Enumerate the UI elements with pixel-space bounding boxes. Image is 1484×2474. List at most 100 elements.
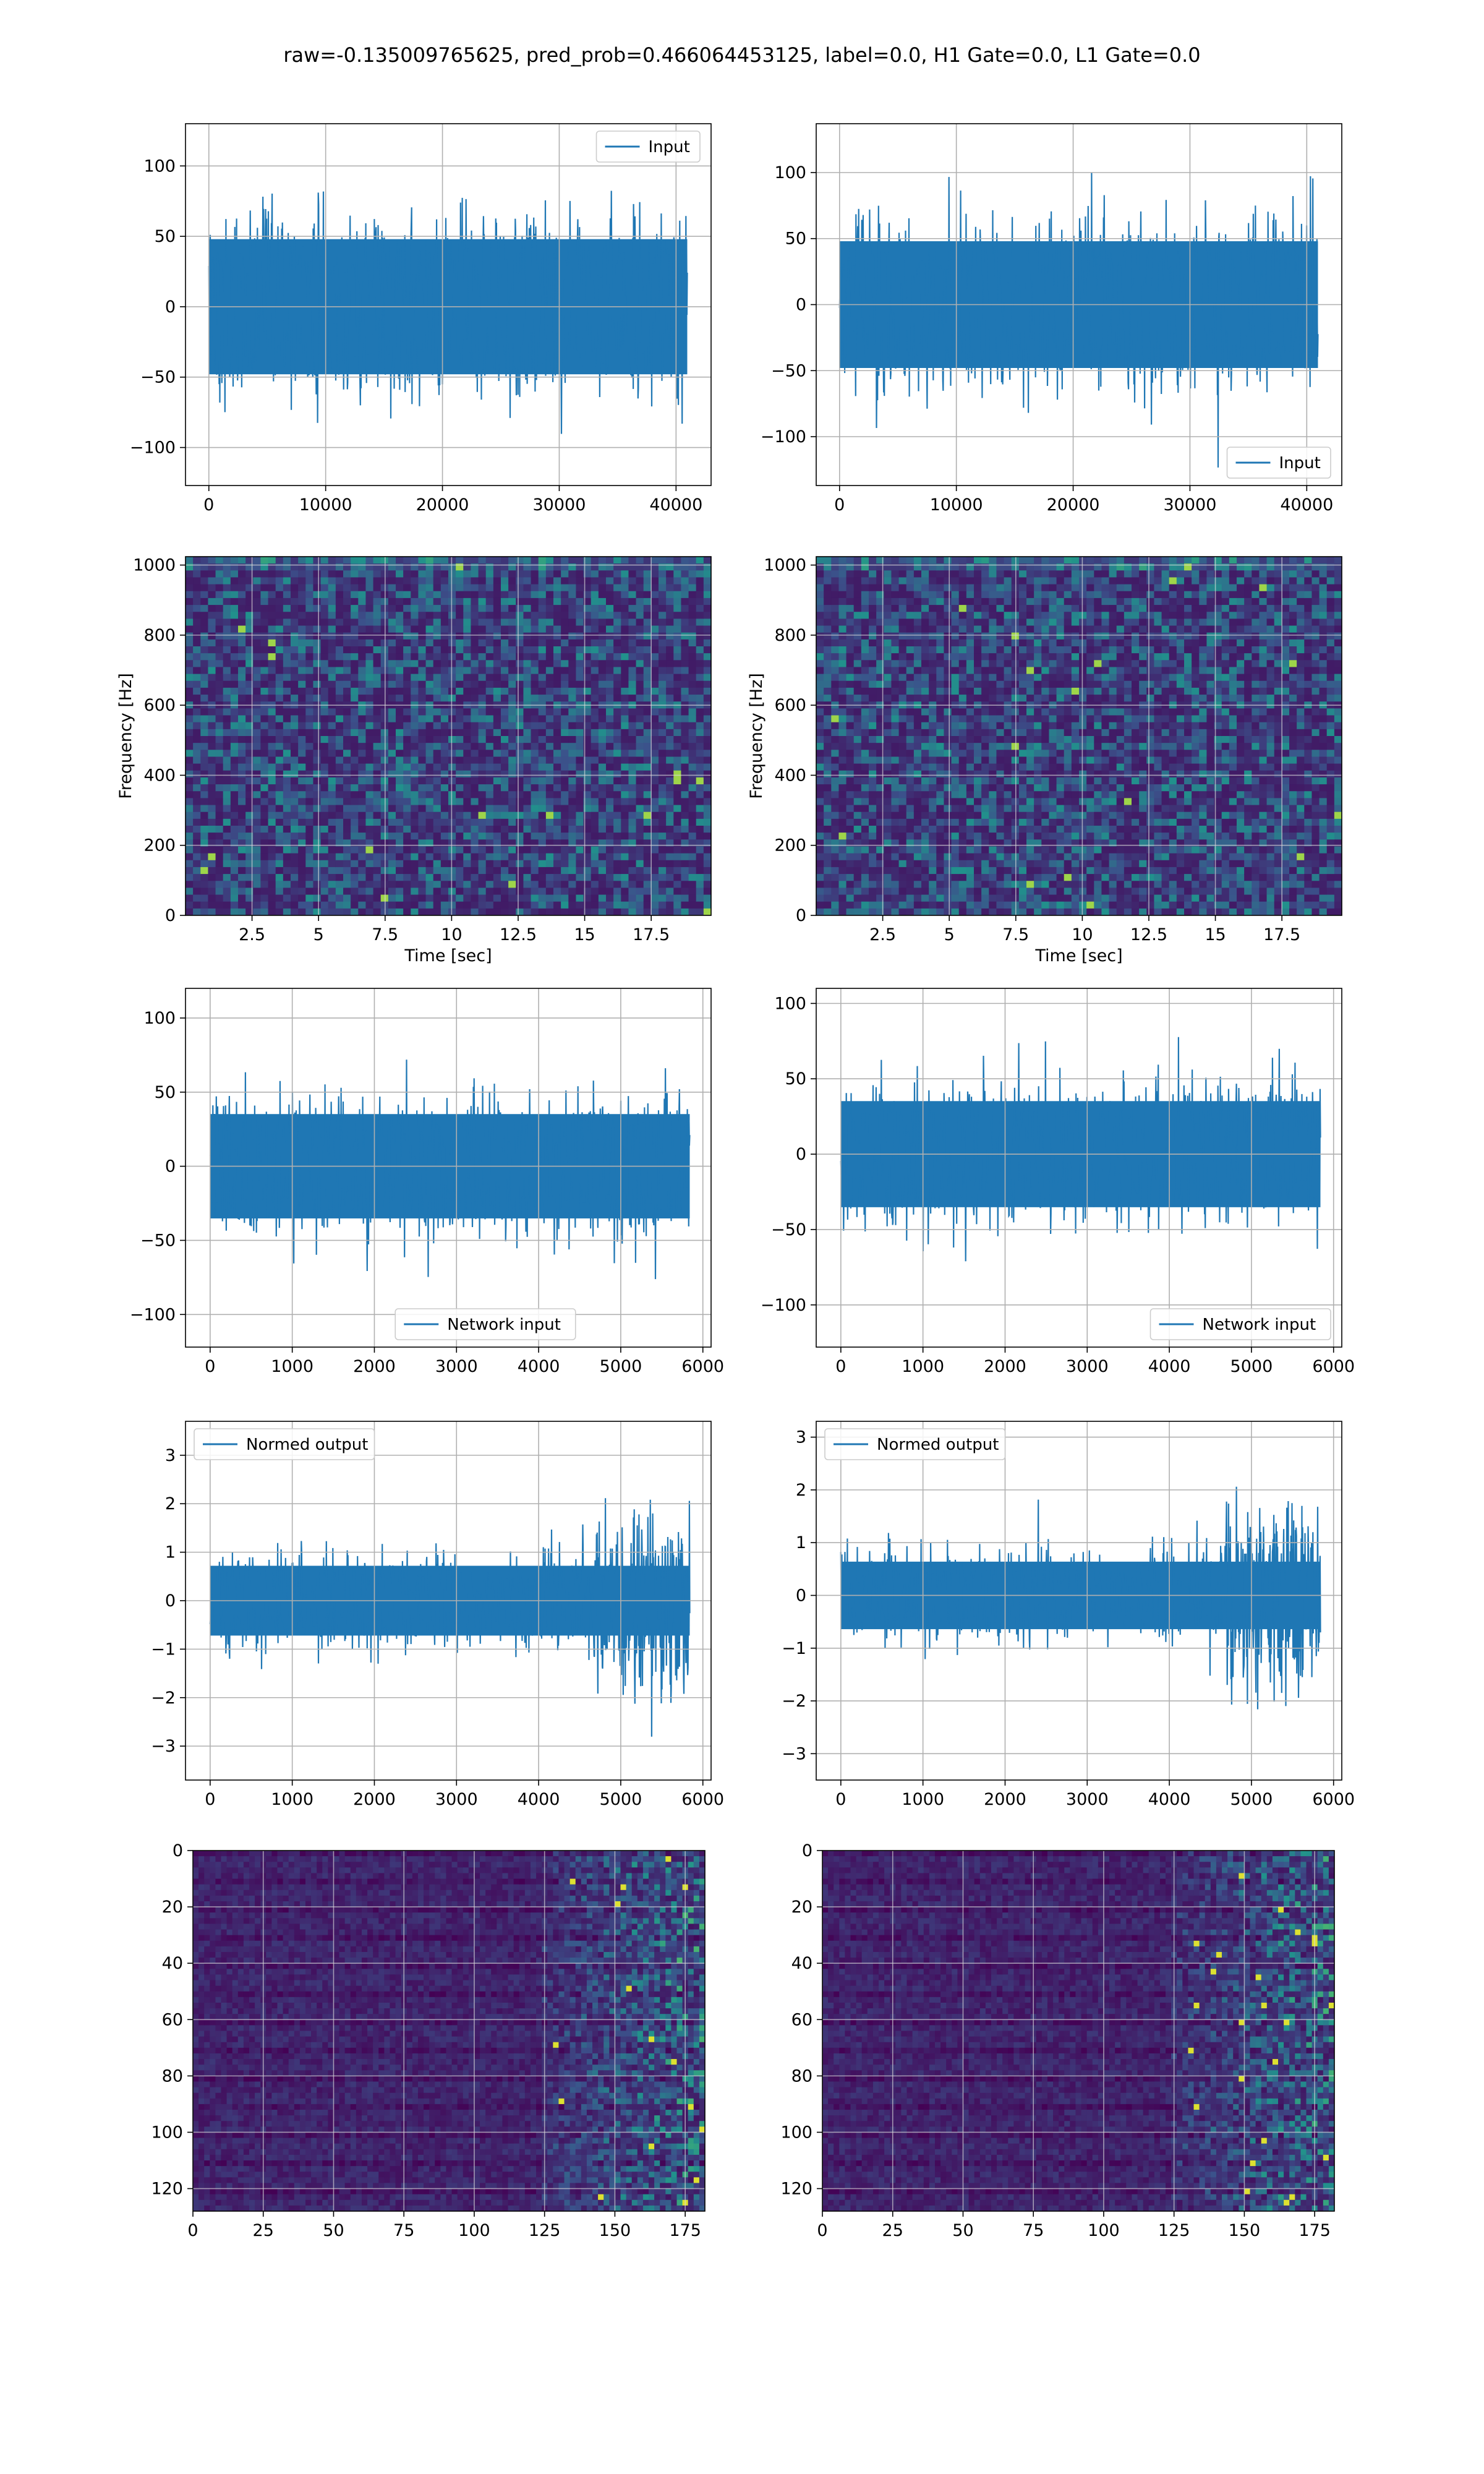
heatmap-cell xyxy=(681,818,689,826)
heatmap-cell xyxy=(418,756,427,764)
heatmap-cell xyxy=(343,557,351,564)
heatmap-cell xyxy=(538,577,547,585)
heatmap-cell xyxy=(681,557,689,564)
heatmap-cell xyxy=(365,667,374,675)
heatmap-cell xyxy=(583,874,592,881)
heatmap-cell xyxy=(373,777,382,785)
heatmap-cell xyxy=(478,722,487,730)
heatmap-cell xyxy=(846,618,855,627)
heatmap-cell xyxy=(561,777,569,785)
heatmap-cell xyxy=(208,826,216,833)
heatmap-cell xyxy=(343,570,351,578)
heatmap-cell xyxy=(921,826,929,833)
heatmap-cell xyxy=(876,646,884,654)
heatmap-cell xyxy=(576,680,584,688)
heatmap-cell xyxy=(891,597,900,606)
heatmap-cell xyxy=(396,570,404,578)
heatmap-cell xyxy=(838,632,847,640)
heatmap-cell xyxy=(831,584,840,592)
heatmap-cell xyxy=(283,653,291,661)
heatmap-cell xyxy=(275,653,284,661)
heatmap-cell xyxy=(576,695,584,702)
heatmap-cell xyxy=(501,743,509,750)
heatmap-cell xyxy=(613,632,621,640)
heatmap-cell xyxy=(891,632,900,640)
heatmap-cell xyxy=(440,557,449,564)
heatmap-cell xyxy=(208,736,216,743)
heatmap-cell xyxy=(831,784,840,792)
heatmap-cell xyxy=(200,826,209,833)
heatmap-cell xyxy=(561,563,569,571)
heatmap-cell xyxy=(403,750,411,758)
heatmap-cell xyxy=(365,846,374,854)
heatmap-cell xyxy=(268,867,276,875)
heatmap-cell xyxy=(869,860,877,868)
heatmap-cell xyxy=(951,674,960,682)
heatmap-cell xyxy=(485,881,494,888)
heatmap-cell xyxy=(478,660,487,668)
heatmap-cell xyxy=(200,743,209,750)
heatmap-cell xyxy=(230,874,239,881)
heatmap-cell xyxy=(373,908,382,915)
heatmap-cell xyxy=(598,839,607,847)
heatmap-cell xyxy=(838,605,847,612)
heatmap-cell xyxy=(328,874,336,881)
heatmap-cell xyxy=(981,646,989,654)
heatmap-cell xyxy=(485,687,494,695)
heatmap-cell xyxy=(958,894,967,902)
heatmap-cell xyxy=(598,680,607,688)
heatmap-cell xyxy=(621,597,629,606)
heatmap-cell xyxy=(583,798,592,806)
heatmap-cell xyxy=(936,833,945,840)
heatmap-cell xyxy=(508,577,516,585)
heatmap-cell xyxy=(583,770,592,778)
heatmap-cell xyxy=(659,660,667,668)
heatmap-cell xyxy=(328,805,336,813)
heatmap-cell xyxy=(313,639,322,647)
heatmap-cell xyxy=(433,687,441,695)
heatmap-cell xyxy=(343,584,351,592)
x-tick-label: 30000 xyxy=(532,495,586,515)
heatmap-cell xyxy=(320,791,329,798)
heatmap-cell xyxy=(876,888,884,896)
heatmap-cell xyxy=(245,860,254,868)
heatmap-cell xyxy=(501,881,509,888)
heatmap-cell xyxy=(260,632,269,640)
heatmap-cell xyxy=(966,639,974,647)
heatmap-cell xyxy=(576,632,584,640)
heatmap-cell xyxy=(576,860,584,868)
heatmap-cell xyxy=(275,756,284,764)
heatmap-cell xyxy=(328,646,336,654)
heatmap-cell xyxy=(351,784,359,792)
heatmap-cell xyxy=(523,908,532,915)
heatmap-cell xyxy=(283,818,291,826)
heatmap-cell xyxy=(343,639,351,647)
heatmap-cell xyxy=(650,846,659,854)
heatmap-cell xyxy=(343,597,351,606)
heatmap-cell xyxy=(223,750,231,758)
heatmap-cell xyxy=(478,729,487,737)
heatmap-cell xyxy=(643,874,652,881)
heatmap-cell xyxy=(553,557,561,564)
heatmap-cell xyxy=(501,860,509,868)
heatmap-cell xyxy=(313,577,322,585)
heatmap-cell xyxy=(328,811,336,820)
heatmap-cell xyxy=(696,736,704,743)
heatmap-cell xyxy=(869,612,877,619)
heatmap-cell xyxy=(891,874,900,881)
heatmap-cell xyxy=(681,833,689,840)
heatmap-cell xyxy=(606,584,614,592)
heatmap-cell xyxy=(936,674,945,682)
heatmap-cell xyxy=(388,591,396,599)
heatmap-cell xyxy=(313,667,322,675)
heatmap-cell xyxy=(523,750,532,758)
heatmap-cell xyxy=(650,708,659,716)
heatmap-cell xyxy=(253,605,262,612)
heatmap-cell xyxy=(598,660,607,668)
heatmap-cell xyxy=(298,667,306,675)
heatmap-cell xyxy=(305,818,314,826)
heatmap-cell xyxy=(591,715,599,723)
heatmap-cell xyxy=(230,908,239,915)
heatmap-cell xyxy=(305,894,314,902)
heatmap-cell xyxy=(591,894,599,902)
